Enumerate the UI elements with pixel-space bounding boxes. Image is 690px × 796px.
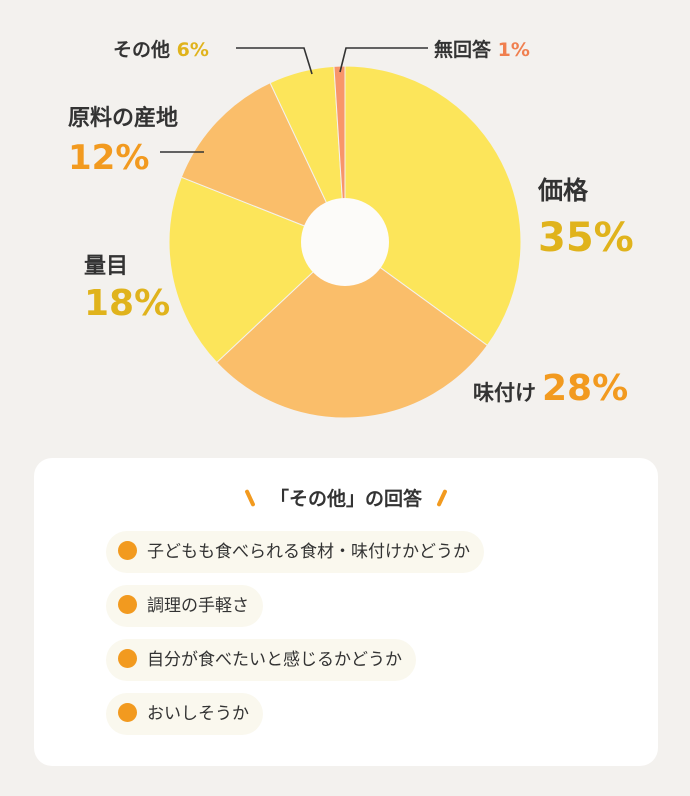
- bullet-dot-icon: [118, 595, 137, 614]
- answer-list: 子どもも食べられる食材・味付けかどうか 調理の手軽さ 自分が食べたいと感じるかど…: [106, 531, 484, 747]
- leader-line-other: [236, 47, 313, 75]
- slice-label-origin: 原料の産地 12%: [68, 105, 178, 178]
- answer-text: おいしそうか: [147, 704, 249, 724]
- leader-line-no-answer: [339, 47, 428, 73]
- title-decoration-right: [436, 488, 448, 508]
- other-answers-panel: 「その他」の回答 子どもも食べられる食材・味付けかどうか 調理の手軽さ 自分が食…: [34, 458, 658, 766]
- slice-label-seasoning: 味付け 28%: [473, 368, 628, 409]
- slice-label-other: その他 6%: [113, 38, 209, 61]
- answer-item: 自分が食べたいと感じるかどうか: [106, 639, 416, 681]
- donut-hole: [301, 198, 389, 286]
- pie-slice-price: [344, 65, 522, 347]
- answer-text: 自分が食べたいと感じるかどうか: [147, 650, 402, 670]
- pie-chart: 価格 35% 味付け 28% 量目 18% 原料の産地 12% その他 6% 無回答 1%: [68, 38, 634, 419]
- answer-text: 調理の手軽さ: [147, 596, 249, 616]
- other-answers-title-text: 「その他」の回答: [269, 488, 422, 510]
- slice-label-price: 価格 35%: [537, 176, 634, 261]
- title-decoration-left: [244, 488, 256, 508]
- bullet-dot-icon: [118, 649, 137, 668]
- answer-text: 子どもも食べられる食材・味付けかどうか: [147, 542, 470, 562]
- pie-slice-origin: [180, 82, 346, 243]
- bullet-dot-icon: [118, 541, 137, 560]
- other-answers-title: 「その他」の回答: [34, 484, 658, 511]
- answer-item: 調理の手軽さ: [106, 585, 263, 627]
- bullet-dot-icon: [118, 703, 137, 722]
- slice-label-no-answer: 無回答 1%: [434, 38, 530, 61]
- answer-item: おいしそうか: [106, 693, 263, 735]
- pie-slice-seasoning: [215, 241, 489, 419]
- answer-item: 子どもも食べられる食材・味付けかどうか: [106, 531, 484, 573]
- pie-slice-no-answer: [333, 65, 346, 243]
- pie-slice-quantity: [168, 176, 346, 364]
- slice-label-quantity: 量目 18%: [84, 254, 170, 324]
